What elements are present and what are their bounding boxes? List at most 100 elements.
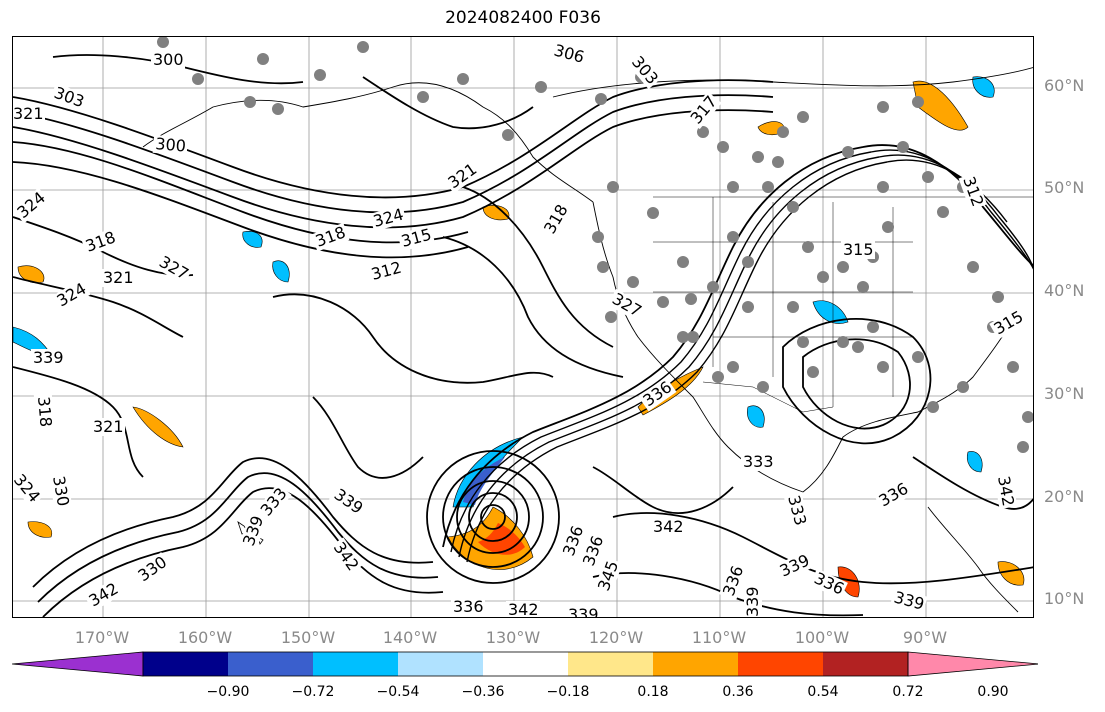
contour-label-bg (607, 288, 646, 322)
station-marker (597, 261, 609, 273)
contour-label: 312 (959, 174, 987, 209)
lon-label: 120°W (588, 628, 644, 647)
contour-label: 339 (568, 605, 599, 618)
contour-label-bg (566, 606, 600, 617)
shade-blue-pac1 (272, 260, 290, 283)
contour-label-bg (255, 483, 292, 522)
colorbar-tick-label: −0.90 (206, 684, 250, 700)
contour-label-bg (989, 306, 1028, 340)
station-marker (787, 201, 799, 213)
contour-label-bg (550, 40, 588, 68)
contour-label-bg (719, 562, 748, 601)
station-marker (762, 181, 774, 193)
station-marker (957, 381, 969, 393)
contour-label: 330 (49, 474, 73, 507)
contour-label-bg (594, 557, 623, 596)
colorbar-segment (483, 652, 568, 676)
shade-orange-canada (912, 80, 969, 131)
station-marker (657, 296, 669, 308)
station-marker (852, 341, 864, 353)
station-marker (757, 381, 769, 393)
contour-label: 342 (994, 474, 1018, 507)
lon-label: 90°W (902, 628, 948, 647)
border-mexico (702, 381, 834, 413)
station-marker (607, 181, 619, 193)
colorbar-extend-high (907, 651, 1038, 677)
station-marker (867, 321, 879, 333)
lon-label: 140°W (382, 628, 438, 647)
contour-label-bg (638, 377, 677, 412)
contour-label: 306 (552, 41, 586, 67)
contour-label-bg (49, 83, 88, 112)
station-marker (457, 73, 469, 85)
contour-label-bg (744, 585, 762, 617)
shade-blue-carib (966, 451, 983, 473)
colorbar-segment (653, 652, 738, 676)
station-marker (677, 256, 689, 268)
contour-label-bg (154, 251, 193, 285)
lon-label: 170°W (74, 628, 130, 647)
contour-label-bg (151, 51, 185, 69)
coast-gulf (802, 311, 1019, 493)
colorbar-segment (143, 652, 228, 676)
contour-label: 333 (784, 493, 810, 527)
lat-label: 50°N (1044, 178, 1085, 197)
shade-orange-pac2 (132, 406, 184, 448)
station-marker (912, 351, 924, 363)
contour-label-bg (13, 469, 45, 508)
station-marker (677, 331, 689, 343)
station-marker (687, 331, 699, 343)
contour-label-bg (311, 222, 350, 252)
colorbar-tick-label: −0.18 (546, 684, 590, 700)
coast-alaska (142, 82, 594, 203)
contour-label: 300 (153, 50, 184, 69)
shade-orange-sw (27, 521, 53, 538)
colorbar-tick-label: 0.54 (807, 684, 839, 700)
station-marker (157, 37, 169, 48)
contour-label-bg (397, 225, 435, 252)
station-marker (787, 301, 799, 313)
station-marker (992, 291, 1004, 303)
station-marker (605, 311, 617, 323)
station-marker (1017, 441, 1029, 453)
lon-label: 160°W (177, 628, 233, 647)
colorbar-tick-label: −0.36 (461, 684, 505, 700)
station-marker (1007, 361, 1019, 373)
coast-canada (552, 67, 1033, 98)
colorbar-segment (823, 652, 908, 676)
station-marker (742, 301, 754, 313)
contour-label-bg (91, 418, 125, 436)
station-marker (595, 93, 607, 105)
contour-label-bg (451, 598, 485, 616)
coastlines-borders (142, 67, 1033, 613)
station-marker (685, 293, 697, 305)
contour-label-bg (783, 491, 810, 529)
lat-label: 20°N (1044, 487, 1085, 506)
colorbar (12, 651, 1038, 677)
lat-label: 10°N (1044, 589, 1085, 608)
station-marker (272, 103, 284, 115)
contour-label: 318 (34, 396, 56, 428)
station-marker (877, 101, 889, 113)
shade-orange-west (17, 265, 45, 284)
contour-label: 339 (892, 588, 926, 614)
contour-label-bg (993, 472, 1018, 510)
colorbar-segment (738, 652, 823, 676)
station-marker (357, 41, 369, 53)
station-marker (837, 336, 849, 348)
contour-label-bg (685, 91, 722, 130)
contour-label: 321 (13, 104, 44, 123)
shade-blue-pac2 (242, 231, 263, 248)
contour-label-bg (81, 227, 120, 257)
station-marker (535, 81, 547, 93)
contour-label-bg (559, 522, 588, 561)
station-marker (927, 401, 939, 413)
contour-label-bg (13, 187, 51, 224)
station-marker (797, 111, 809, 123)
colorbar-segment (398, 652, 483, 676)
contour-label-bg (579, 532, 608, 571)
station-marker (727, 181, 739, 193)
station-marker (877, 181, 889, 193)
